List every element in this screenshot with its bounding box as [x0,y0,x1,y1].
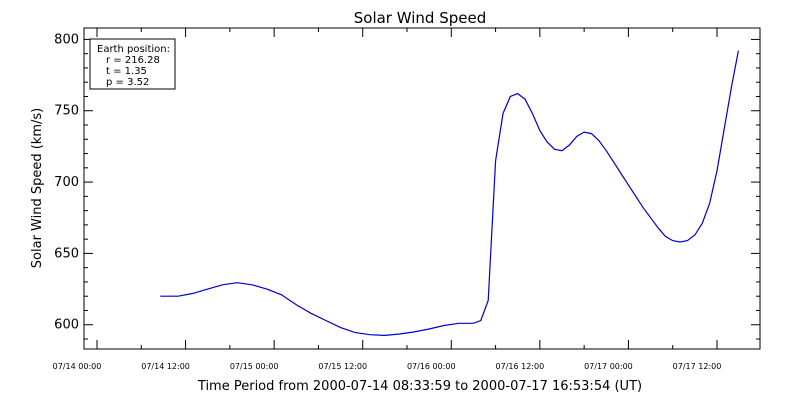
x-tick-label: 07/15 12:00 [318,362,367,371]
y-axis-label: Solar Wind Speed (km/s) [30,108,45,268]
x-tick-label: 07/16 12:00 [496,362,545,371]
y-tick-label: 600 [54,318,79,333]
plot-frame [83,27,761,350]
info-heading: Earth position: [97,44,170,55]
info-line-r: r = 216.28 [106,55,160,66]
earth-position-box: Earth position: r = 216.28 t = 1.35 p = … [89,38,176,90]
y-tick-label: 700 [54,175,79,190]
x-tick-label: 07/14 00:00 [53,362,102,371]
y-axis-ticks: 600 650 700 750 800 [54,32,760,340]
y-tick-label: 800 [54,32,79,47]
y-tick-label: 650 [54,246,79,261]
x-tick-label: 07/15 00:00 [230,362,279,371]
info-line-p: p = 3.52 [106,77,149,88]
x-tick-label: 07/14 12:00 [141,362,190,371]
y-tick-label: 750 [54,104,79,119]
x-axis-ticks: 07/14 00:00 07/14 12:00 07/15 00:00 07/15 1… [53,28,722,371]
info-line-t: t = 1.35 [106,66,147,77]
x-tick-label: 07/17 00:00 [584,362,633,371]
x-tick-label: 07/16 00:00 [407,362,456,371]
x-tick-label: 07/17 12:00 [673,362,722,371]
series-line [160,50,739,337]
x-axis-label: Time Period from 2000-07-14 08:33:59 to … [197,379,642,394]
chart-title: Solar Wind Speed [354,9,486,27]
